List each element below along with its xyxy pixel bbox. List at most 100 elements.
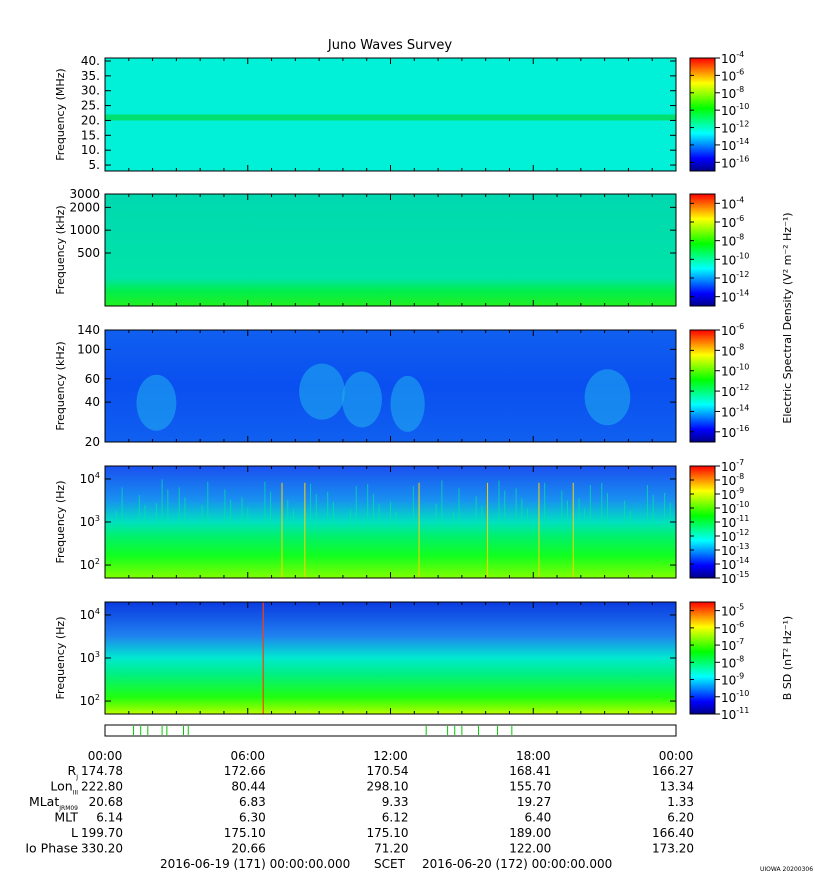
ephemeris-value: 71.20 — [374, 842, 408, 856]
ephemeris-value: 20.68 — [89, 795, 123, 809]
colorbar-tick-label: 10-15 — [721, 570, 749, 586]
footer-scet-label: SCET — [374, 857, 406, 871]
ephemeris-row-label: LonIII — [50, 779, 78, 797]
ephemeris-row-label: L — [71, 825, 78, 840]
colorbar-tick-label: 10-4 — [721, 195, 744, 211]
y-tick-label: 20 — [85, 435, 100, 449]
ephemeris-row-label: RJ — [68, 763, 79, 781]
y-tick-label: 140 — [77, 323, 100, 337]
time-tick-label: 18:00 — [516, 749, 551, 763]
colorbar-tick-label: 10-7 — [721, 637, 744, 653]
y-tick-label: 1000 — [69, 223, 100, 237]
colorbar-label: Electric Spectral Density (V² m⁻² Hz⁻¹) — [781, 212, 794, 423]
ephemeris-row-label: Io Phase — [25, 841, 78, 856]
y-axis-label: Frequency (kHz) — [54, 205, 67, 294]
spectrogram-panel-5: 102 103 104 Frequency (Hz) 10-510-610-710-8 1… — [54, 601, 794, 722]
colorbar-tick-label: 10-12 — [721, 528, 749, 544]
watermark: UIOWA 20200306 — [760, 866, 813, 873]
ephemeris-row-label: MLatJRM09 — [29, 794, 78, 812]
y-tick-label: 5. — [89, 158, 100, 172]
y-tick-label: 15. — [81, 128, 100, 142]
colorbar-tick-label: 10-5 — [721, 603, 744, 619]
time-tick-label: 06:00 — [230, 749, 265, 763]
y-tick-label: 3000 — [69, 187, 100, 201]
colorbar-tick-label: 10-16 — [721, 154, 749, 170]
colorbar-tick-label: 10-10 — [721, 363, 749, 379]
ephemeris-value: 9.33 — [382, 795, 409, 809]
footer-start-time: 2016-06-19 (171) 00:00:00.000 — [160, 857, 350, 871]
colorbar-tick-label: 10-9 — [721, 672, 744, 688]
y-tick-label: 35. — [81, 69, 100, 83]
ephemeris-value: 298.10 — [367, 780, 409, 794]
ephemeris-value: 6.83 — [239, 795, 266, 809]
ephemeris-value: 166.40 — [652, 826, 694, 840]
colorbar — [689, 57, 716, 172]
y-tick-label: 104 — [80, 471, 100, 486]
ephemeris-table: RJ 174.78 172.66 170.54 168.41 166.27 LonIII 22… — [25, 763, 694, 856]
ephemeris-value: 1.33 — [667, 795, 694, 809]
spectrogram-panel-4: 102 103 104 Frequency (Hz) 10-710-810-910-10… — [54, 458, 749, 586]
colorbar-tick-label: 10-4 — [721, 50, 744, 66]
footer-end-time: 2016-06-20 (172) 00:00:00.000 — [422, 857, 612, 871]
colorbar-tick-label: 10-10 — [721, 102, 749, 118]
ephemeris-value: 173.20 — [652, 842, 694, 856]
ephemeris-row-label: MLT — [54, 810, 78, 825]
ephemeris-value: 330.20 — [81, 842, 123, 856]
y-tick-label: 60 — [85, 372, 100, 386]
event-strip-frame — [104, 724, 677, 737]
time-tick-label: 00:00 — [88, 749, 123, 763]
spectrogram-image — [105, 330, 676, 442]
y-axis-label: Frequency (MHz) — [54, 68, 67, 160]
colorbar-tick-label: 10-8 — [721, 472, 744, 488]
event-strip — [104, 724, 677, 737]
y-axis-label: Frequency (Hz) — [54, 481, 67, 564]
colorbar-tick-label: 10-8 — [721, 342, 744, 358]
ephemeris-value: 172.66 — [224, 764, 266, 778]
y-tick-label: 500 — [77, 246, 100, 260]
colorbar-label: B SD (nT² Hz⁻¹) — [781, 616, 794, 700]
colorbar-tick-label: 10-14 — [721, 403, 749, 419]
ephemeris-value: 222.80 — [81, 780, 123, 794]
colorbar — [689, 193, 716, 307]
ephemeris-value: 122.00 — [509, 842, 551, 856]
colorbar-tick-label: 10-14 — [721, 137, 749, 153]
ephemeris-value: 199.70 — [81, 826, 123, 840]
colorbar-tick-label: 10-10 — [721, 500, 749, 516]
colorbar-tick-label: 10-10 — [721, 689, 749, 705]
y-tick-label: 102 — [80, 557, 100, 572]
colorbar-tick-label: 10-10 — [721, 251, 749, 267]
ephemeris-value: 6.40 — [525, 811, 552, 825]
colorbar-tick-label: 10-7 — [721, 458, 744, 474]
ephemeris-value: 20.66 — [231, 842, 265, 856]
ephemeris-value: 170.54 — [367, 764, 409, 778]
ephemeris-value: 166.27 — [652, 764, 694, 778]
ephemeris-value: 155.70 — [509, 780, 551, 794]
spectrogram-panel-3: 20 40 60 100 140 Frequency (kHz) 10-6 10-8 10-10… — [54, 322, 749, 449]
y-tick-label: 20. — [81, 113, 100, 127]
colorbar-tick-label: 10-11 — [721, 514, 749, 530]
ephemeris-value: 19.27 — [517, 795, 551, 809]
y-tick-label: 102 — [80, 693, 100, 708]
colorbar-tick-label: 10-11 — [721, 706, 749, 722]
emission-patch — [299, 363, 345, 420]
ephemeris-value: 6.30 — [239, 811, 266, 825]
y-tick-label: 40 — [85, 395, 100, 409]
ephemeris-value: 189.00 — [509, 826, 551, 840]
colorbar-tick-label: 10-12 — [721, 270, 749, 286]
y-tick-label: 103 — [80, 514, 100, 529]
ephemeris-value: 6.12 — [382, 811, 409, 825]
colorbar-tick-label: 10-6 — [721, 214, 744, 230]
y-axis-label: Frequency (kHz) — [54, 341, 67, 430]
colorbar-tick-label: 10-6 — [721, 322, 744, 338]
colorbar-tick-label: 10-12 — [721, 120, 749, 136]
colorbar — [689, 601, 716, 715]
y-tick-label: 10. — [81, 143, 100, 157]
ephemeris-value: 168.41 — [509, 764, 551, 778]
spectrogram-image — [105, 602, 676, 714]
ephemeris-value: 175.10 — [224, 826, 266, 840]
spectrogram-image — [105, 194, 676, 306]
ephemeris-value: 80.44 — [231, 780, 265, 794]
y-axis-label: Frequency (Hz) — [54, 617, 67, 700]
y-tick-label: 30. — [81, 84, 100, 98]
ephemeris-value: 6.14 — [96, 811, 123, 825]
